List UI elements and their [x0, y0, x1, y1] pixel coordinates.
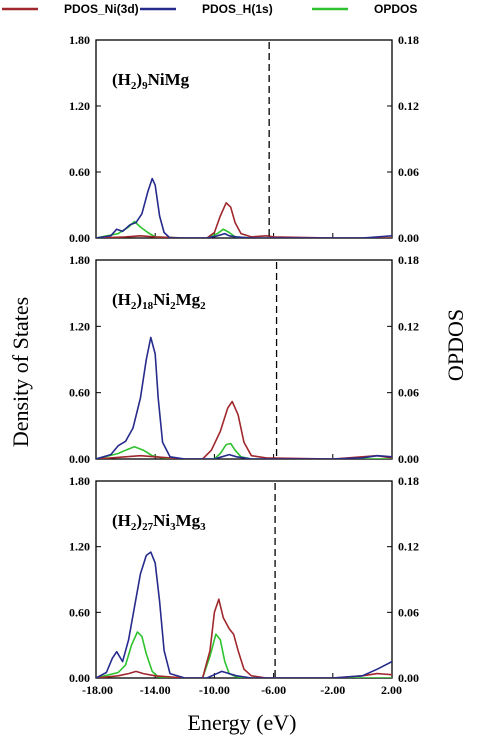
panel-label-text: Mg — [176, 290, 201, 309]
panel-label-text: ) — [136, 70, 142, 89]
panel-label-subscript: 3 — [170, 521, 176, 533]
x-axis-title: Energy (eV) — [188, 710, 297, 735]
panel-label-text: ) — [136, 290, 142, 309]
series-line-h — [96, 177, 392, 238]
series-line-op — [96, 631, 392, 678]
y-tick-label-left: 1.20 — [69, 99, 90, 113]
panel-label: (H2)9NiMg — [112, 70, 190, 92]
y-tick-label-right: 0.18 — [398, 253, 419, 267]
y-tick-label-left: 0.00 — [69, 231, 90, 245]
series-group — [96, 336, 392, 459]
panel-label-text: Ni — [153, 511, 170, 530]
y-tick-label-left: 0.60 — [69, 165, 90, 179]
y-tick-label-left: 0.60 — [69, 386, 90, 400]
legend-label-h: PDOS_H(1s) — [202, 2, 273, 16]
y-tick-label-left: 1.80 — [69, 33, 90, 47]
x-tick-label: -2.00 — [320, 683, 345, 697]
y-tick-label-right: 0.12 — [398, 540, 419, 554]
y-tick-label-left: 1.80 — [69, 253, 90, 267]
x-tick-label: -6.00 — [261, 683, 286, 697]
y-tick-label-left: 1.20 — [69, 540, 90, 554]
panel-label-subscript: 2 — [170, 300, 176, 312]
y-tick-label-right: 0.00 — [398, 231, 419, 245]
legend: PDOS_Ni(3d) PDOS_H(1s) OPDOS — [2, 2, 417, 16]
panel-label-text: (H — [112, 70, 131, 89]
y-tick-label-left: 1.80 — [69, 474, 90, 488]
panel-label-subscript: 2 — [131, 80, 137, 92]
panel-label-text: ) — [136, 511, 142, 530]
panel-label-text: Mg — [176, 511, 201, 530]
panels: 0.000.601.201.800.000.060.120.18(H2)9NiM… — [69, 33, 419, 697]
y-tick-label-left: 0.00 — [69, 452, 90, 466]
panel-3: 0.00 0.60 1.20 1.80 0.00 0.06 0.12 0.18 -18.00 -1… — [69, 474, 419, 697]
x-tick-label: -14.00 — [140, 683, 171, 697]
y-axis-title-right: OPDOS — [443, 309, 468, 381]
legend-label-ni: PDOS_Ni(3d) — [64, 2, 139, 16]
panel-label-subscript: 2 — [131, 300, 137, 312]
panel-2: 0.000.601.201.800.000.060.120.18(H2)18Ni… — [69, 253, 419, 466]
panel-label-subscript: 18 — [142, 300, 154, 312]
x-tick-label: 2.00 — [381, 683, 402, 697]
series-line-h — [96, 336, 392, 459]
series-line-op — [96, 442, 392, 459]
panel-label-subscript: 3 — [200, 521, 206, 533]
x-tick-label: -10.00 — [199, 683, 230, 697]
panel-label-subscript: 2 — [200, 300, 206, 312]
y-tick-label-right: 0.12 — [398, 99, 419, 113]
panel-label-text: Ni — [153, 290, 170, 309]
y-tick-label-left: 0.60 — [69, 605, 90, 619]
panel-label-subscript: 9 — [142, 80, 148, 92]
series-line-ni — [96, 202, 392, 238]
series-group — [96, 177, 392, 238]
panel-label-text: NiMg — [148, 70, 190, 89]
panel-label: (H2)18Ni2Mg2 — [112, 290, 206, 312]
panel-1: 0.00 0.60 1.20 1.80 0.00 0.06 0.12 0.18 (H2)9NiM… — [69, 33, 419, 245]
y-tick-label-right: 0.06 — [398, 386, 419, 400]
y-tick-label-right: 0.12 — [398, 319, 419, 333]
y-tick-label-right: 0.00 — [398, 671, 419, 685]
y-tick-label-right: 0.18 — [398, 33, 419, 47]
series-group — [96, 551, 392, 678]
series-line-ni — [96, 598, 392, 678]
panel-frame — [95, 259, 393, 460]
y-tick-label-left: 0.00 — [69, 671, 90, 685]
y-tick-label-right: 0.00 — [398, 452, 419, 466]
x-tick-label: -18.00 — [82, 683, 113, 697]
panel-label: (H2)27Ni3Mg3 — [112, 511, 206, 533]
panel-label-subscript: 27 — [142, 521, 154, 533]
legend-label-op: OPDOS — [374, 2, 417, 16]
y-tick-label-right: 0.06 — [398, 605, 419, 619]
series-line-ni — [96, 400, 392, 459]
y-axis-title-left: Density of States — [8, 297, 33, 447]
panel-label-text: (H — [112, 511, 131, 530]
panel-label-subscript: 2 — [131, 521, 137, 533]
y-tick-label-right: 0.18 — [398, 474, 419, 488]
y-tick-label-right: 0.06 — [398, 165, 419, 179]
panel-label-text: (H — [112, 290, 131, 309]
y-tick-label-left: 1.20 — [69, 319, 90, 333]
series-line-h — [96, 551, 392, 678]
